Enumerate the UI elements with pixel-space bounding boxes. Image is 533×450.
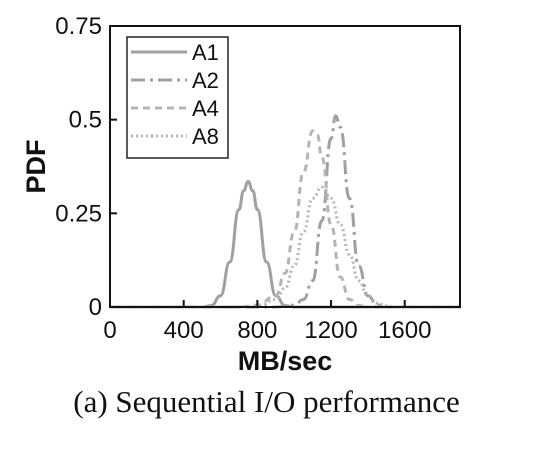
- legend-label-a2: A2: [192, 68, 219, 93]
- y-tick-label: 0.25: [55, 200, 102, 227]
- axis-ticks: 0 400 800 1200 1600 0 0.25 0.5 0.75: [55, 13, 431, 344]
- legend-label-a8: A8: [192, 124, 219, 149]
- x-tick-label: 1200: [304, 317, 357, 344]
- x-tick-label: 0: [103, 317, 116, 344]
- legend-label-a4: A4: [192, 96, 219, 121]
- y-tick-label: 0.5: [69, 107, 102, 134]
- figure-caption: (a) Sequential I/O performance: [73, 384, 460, 419]
- legend-label-a1: A1: [192, 40, 219, 65]
- x-tick-label: 800: [237, 317, 277, 344]
- x-axis-label: MB/sec: [238, 346, 333, 376]
- y-axis-label: PDF: [21, 140, 51, 194]
- series-line-a1: [109, 179, 460, 309]
- pdf-chart: 0 400 800 1200 1600 0 0.25 0.5 0.75 A1 A2 A4 A8 PDF…: [21, 13, 461, 376]
- legend: A1 A2 A4 A8: [126, 36, 229, 159]
- series-curves: [109, 114, 460, 309]
- x-tick-label: 400: [164, 317, 204, 344]
- y-tick-label: 0.75: [55, 13, 102, 40]
- plot-frame: [109, 25, 461, 308]
- series-line-a8: [109, 185, 460, 309]
- y-tick-label: 0: [89, 294, 102, 321]
- legend-box: [126, 36, 229, 159]
- x-tick-label: 1600: [378, 317, 431, 344]
